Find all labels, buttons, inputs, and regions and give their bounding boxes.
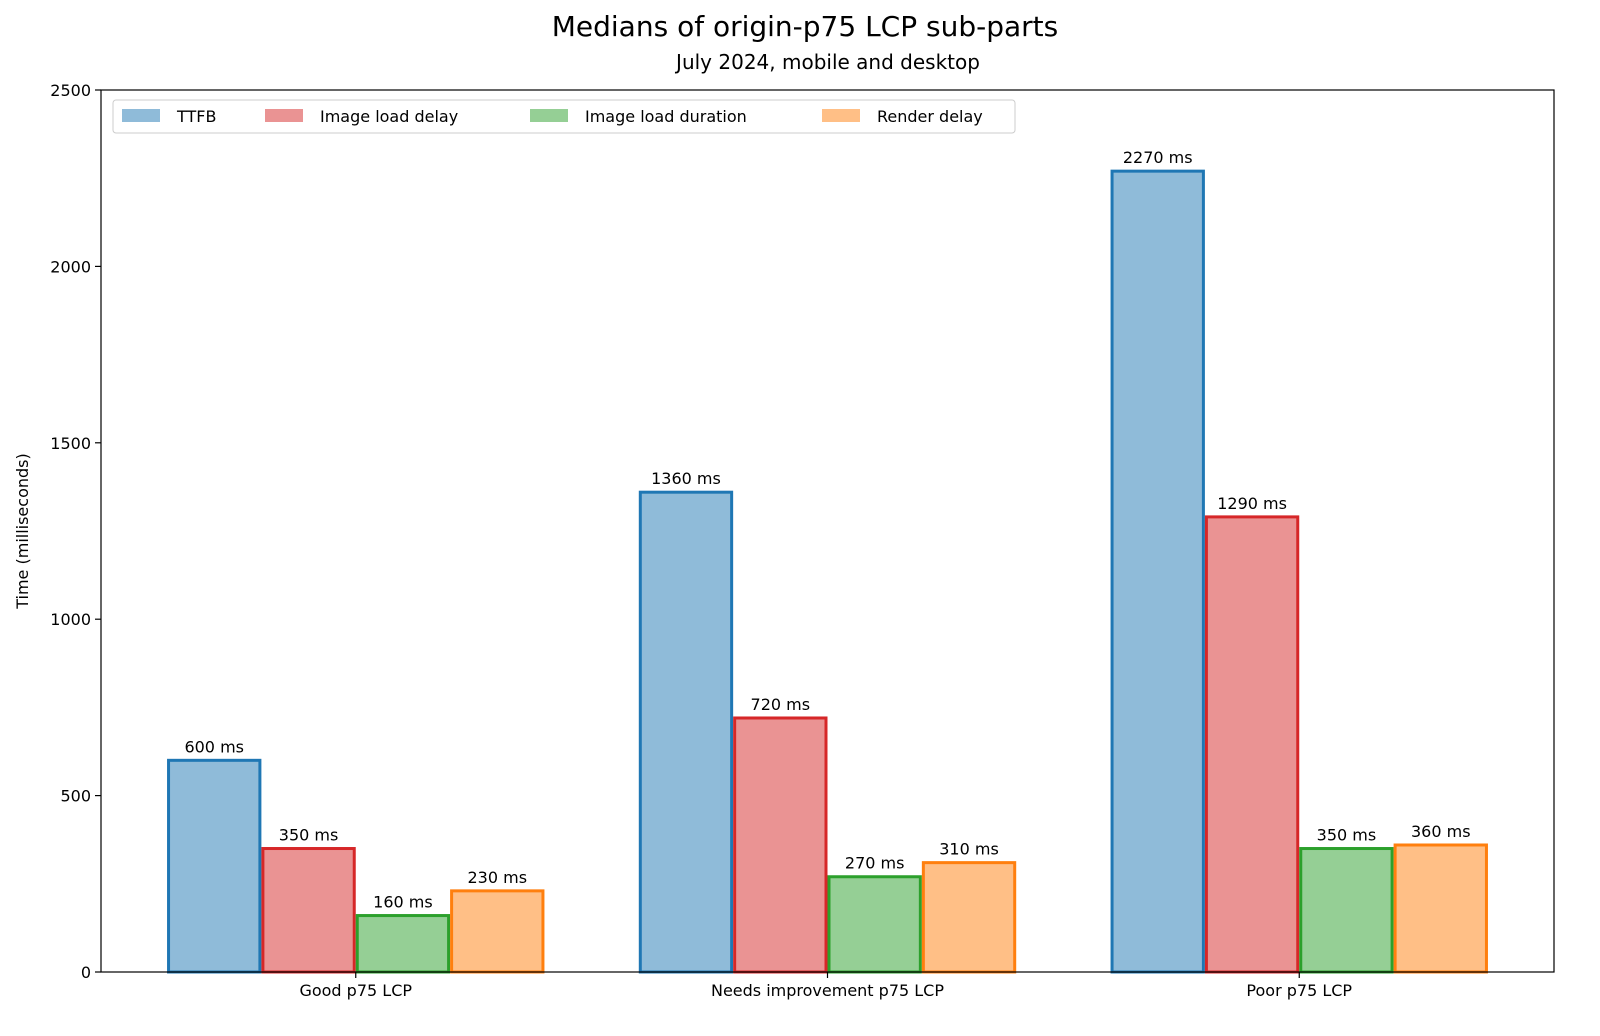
bar-render-delay: [1393, 843, 1488, 974]
y-tick-label: 500: [60, 787, 91, 806]
bar-image-load-duration: [355, 914, 451, 974]
data-label: 230 ms: [467, 868, 527, 887]
y-ticks: 0 500 1000 1500 2000 2500: [50, 81, 101, 982]
legend-label: Image load duration: [585, 107, 747, 126]
y-tick-label: 0: [81, 963, 91, 982]
data-label: 360 ms: [1411, 822, 1471, 841]
data-label: 720 ms: [751, 695, 811, 714]
data-label: 310 ms: [939, 840, 999, 859]
bars-layer: [167, 169, 1488, 974]
y-tick-label: 1000: [50, 610, 91, 629]
x-tick-label: Poor p75 LCP: [1246, 981, 1352, 1000]
legend-swatch: [530, 109, 568, 122]
bar-image-load-duration: [1299, 847, 1394, 974]
bar-render-delay: [450, 889, 545, 974]
data-label: 350 ms: [279, 826, 339, 845]
data-label: 1290 ms: [1217, 494, 1287, 513]
legend-label: Render delay: [877, 107, 983, 126]
legend-swatch: [822, 109, 860, 122]
bar-image-load-delay: [261, 847, 356, 974]
x-ticks: Good p75 LCP Needs improvement p75 LCP Poo…: [299, 972, 1352, 1000]
legend-swatch: [265, 109, 303, 122]
y-tick-label: 1500: [50, 434, 91, 453]
chart-title: Medians of origin-p75 LCP sub-parts: [552, 10, 1059, 43]
bar-ttfb: [638, 490, 734, 974]
data-label: 270 ms: [845, 854, 905, 873]
data-label: 2270 ms: [1123, 148, 1193, 167]
legend-label: TTFB: [176, 107, 216, 126]
x-tick-label: Needs improvement p75 LCP: [711, 981, 944, 1000]
y-tick-label: 2500: [50, 81, 91, 100]
y-axis-label: Time (milliseconds): [13, 453, 32, 610]
data-label: 160 ms: [373, 893, 433, 912]
bar-ttfb: [167, 758, 262, 974]
x-tick-label: Good p75 LCP: [299, 981, 412, 1000]
chart-subtitle: July 2024, mobile and desktop: [674, 50, 980, 74]
bar-image-load-duration: [827, 875, 922, 974]
data-labels-layer: 600 ms 1360 ms 2270 ms 350 ms 720 ms 1290 ms 1…: [184, 148, 1470, 911]
bar-image-load-delay: [1204, 515, 1300, 974]
data-label: 350 ms: [1317, 826, 1377, 845]
y-tick-label: 2000: [50, 257, 91, 276]
bar-image-load-delay: [733, 716, 828, 974]
legend: TTFB Image load delay Image load duration R…: [112, 99, 1016, 134]
data-label: 600 ms: [184, 737, 244, 756]
bar-ttfb: [1110, 169, 1205, 974]
data-label: 1360 ms: [651, 469, 721, 488]
legend-label: Image load delay: [320, 107, 458, 126]
bar-render-delay: [921, 861, 1017, 974]
legend-swatch: [122, 109, 160, 122]
plot-frame: [100, 89, 1555, 973]
